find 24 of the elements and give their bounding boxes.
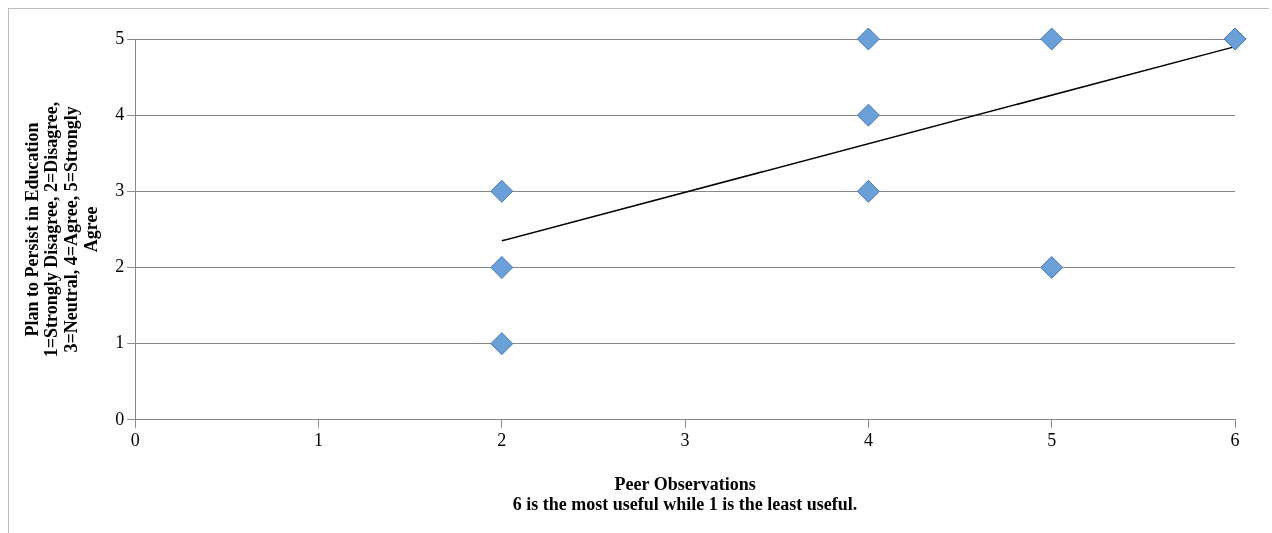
y-tick-label: 1 <box>115 332 125 353</box>
y-tick-label: 5 <box>115 27 125 48</box>
point <box>856 103 880 127</box>
point <box>856 179 880 203</box>
point <box>1040 27 1064 51</box>
x-tick-label: 2 <box>497 430 507 451</box>
x-tick-label: 3 <box>680 430 690 451</box>
y-tick-label: 0 <box>115 408 125 429</box>
y-axis-title: Plan to Persist in Education 1=Strongly Disagree, 2=Disagree, 3=Neutral, 4=Agree, 5=Strongly Agree <box>21 101 101 358</box>
x-tick-label: 1 <box>314 430 323 451</box>
point <box>856 27 880 51</box>
point <box>490 255 514 279</box>
y-tick-label: 3 <box>115 180 125 201</box>
x-tick-label: 4 <box>863 430 873 451</box>
y-tick-label: 2 <box>115 256 125 277</box>
point <box>490 179 514 203</box>
x-tick-label: 0 <box>130 430 140 451</box>
point <box>490 332 514 356</box>
x-tick-label: 5 <box>1047 430 1057 451</box>
y-tick-label: 4 <box>115 103 125 124</box>
point <box>1040 255 1064 279</box>
x-tick-label: 6 <box>1230 430 1240 451</box>
x-axis-title: Peer Observations 6 is the most useful while 1 is the least useful. <box>512 473 858 514</box>
point <box>1223 27 1247 51</box>
